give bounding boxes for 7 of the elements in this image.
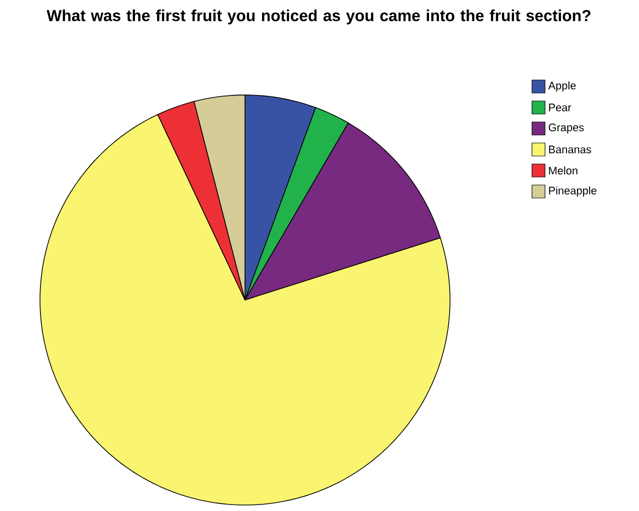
legend-label: Pineapple <box>549 186 596 197</box>
chart-title: What was the first fruit you noticed as you came into the fruit section? <box>46 10 590 24</box>
legend-label: Grapes <box>548 124 584 134</box>
legend-label: Pear <box>549 104 572 112</box>
legend-label: Apple <box>548 81 576 92</box>
legend-label: Melon <box>549 166 578 175</box>
legend-label: Bananas <box>549 146 592 154</box>
